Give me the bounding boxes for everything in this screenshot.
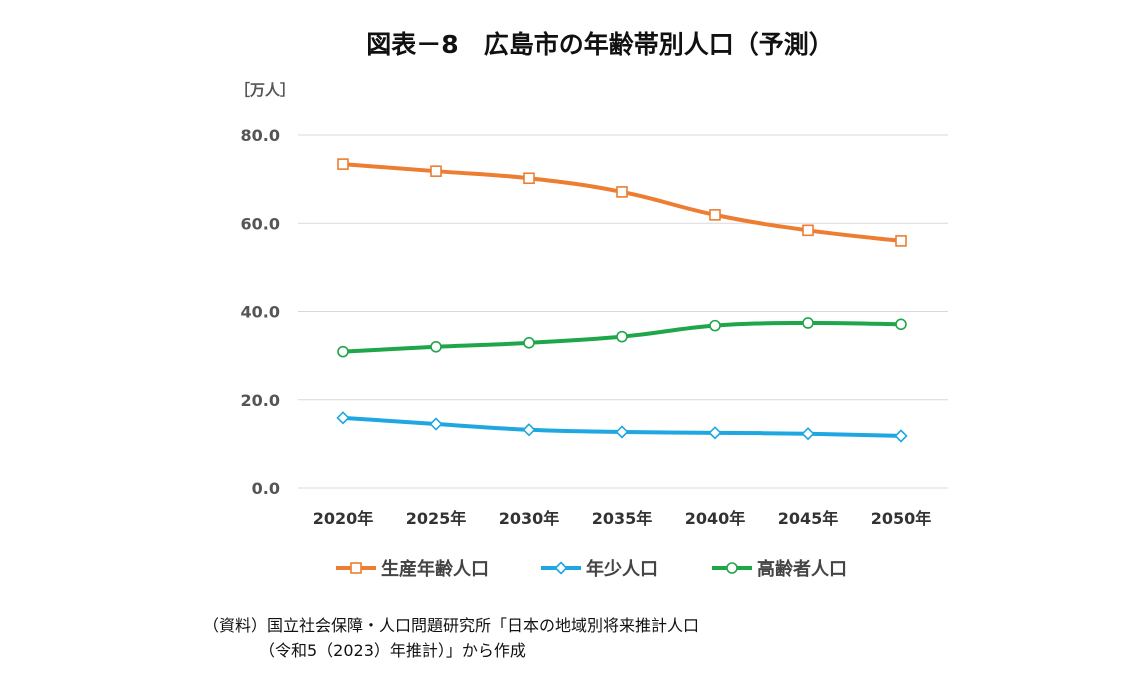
legend-swatch-marker	[726, 562, 738, 574]
data-point	[430, 340, 442, 353]
data-point	[709, 319, 721, 332]
data-point	[615, 425, 629, 439]
y-tick-label: 0.0	[252, 479, 280, 498]
x-tick-label: 2020年	[313, 509, 374, 528]
series-3	[337, 317, 907, 358]
data-point	[802, 317, 814, 329]
chart-title: 図表－8 広島市の年齢帯別人口（予測）	[366, 30, 833, 59]
source-note-line-1: （資料）国立社会保障・人口問題研究所「日本の地域別将来推計人口	[203, 616, 700, 635]
x-tick-label: 2025年	[406, 509, 467, 528]
legend-label: 生産年齢人口	[381, 558, 489, 580]
data-point	[895, 235, 907, 247]
legend-label: 年少人口	[586, 558, 658, 580]
x-tick-label: 2040年	[685, 509, 746, 528]
legend-item: 生産年齢人口	[336, 558, 489, 580]
legend-label: 高齢者人口	[757, 558, 847, 580]
data-point	[616, 186, 628, 198]
data-point	[802, 224, 814, 237]
legend-item: 高齢者人口	[712, 558, 847, 580]
series-1	[337, 158, 907, 247]
data-point	[894, 429, 908, 443]
legend-swatch-marker	[350, 562, 362, 574]
data-point	[429, 417, 443, 431]
x-axis-ticks: 2020年 2025年 2030年 2035年 2040年 2045年 2050年	[313, 509, 932, 528]
legend: 生産年齢人口 年少人口 高齢者人口	[336, 558, 847, 580]
legend-swatch-marker	[554, 561, 568, 575]
data-point	[895, 318, 907, 331]
data-point	[522, 423, 536, 437]
line-chart: 図表－8 広島市の年齢帯別人口（予測） ［万人］ 0.0 20.0 40.0 60.0…	[235, 30, 948, 580]
data-point	[523, 337, 535, 349]
data-point	[523, 172, 535, 185]
x-tick-label: 2045年	[778, 509, 839, 528]
x-tick-label: 2035年	[592, 509, 653, 528]
series	[336, 158, 908, 443]
series-2	[336, 411, 908, 443]
data-point	[801, 427, 815, 441]
y-axis-ticks: 0.0 20.0 40.0 60.0 80.0	[241, 126, 280, 498]
data-point	[616, 330, 628, 343]
y-axis-unit: ［万人］	[235, 81, 295, 99]
data-point	[430, 165, 442, 177]
source-note-line-2: （令和5（2023）年推計）」から作成	[203, 641, 526, 660]
y-tick-label: 20.0	[241, 391, 280, 410]
y-tick-label: 60.0	[241, 214, 280, 233]
data-point	[337, 158, 349, 170]
data-point	[337, 345, 349, 358]
gridlines	[298, 134, 948, 489]
x-tick-label: 2050年	[871, 509, 932, 528]
series-line	[341, 162, 903, 243]
data-point	[709, 209, 721, 221]
data-point	[708, 426, 722, 440]
y-tick-label: 40.0	[241, 303, 280, 322]
data-point	[336, 411, 350, 425]
x-tick-label: 2030年	[499, 509, 560, 528]
y-tick-label: 80.0	[241, 126, 280, 145]
legend-item: 年少人口	[541, 558, 658, 580]
